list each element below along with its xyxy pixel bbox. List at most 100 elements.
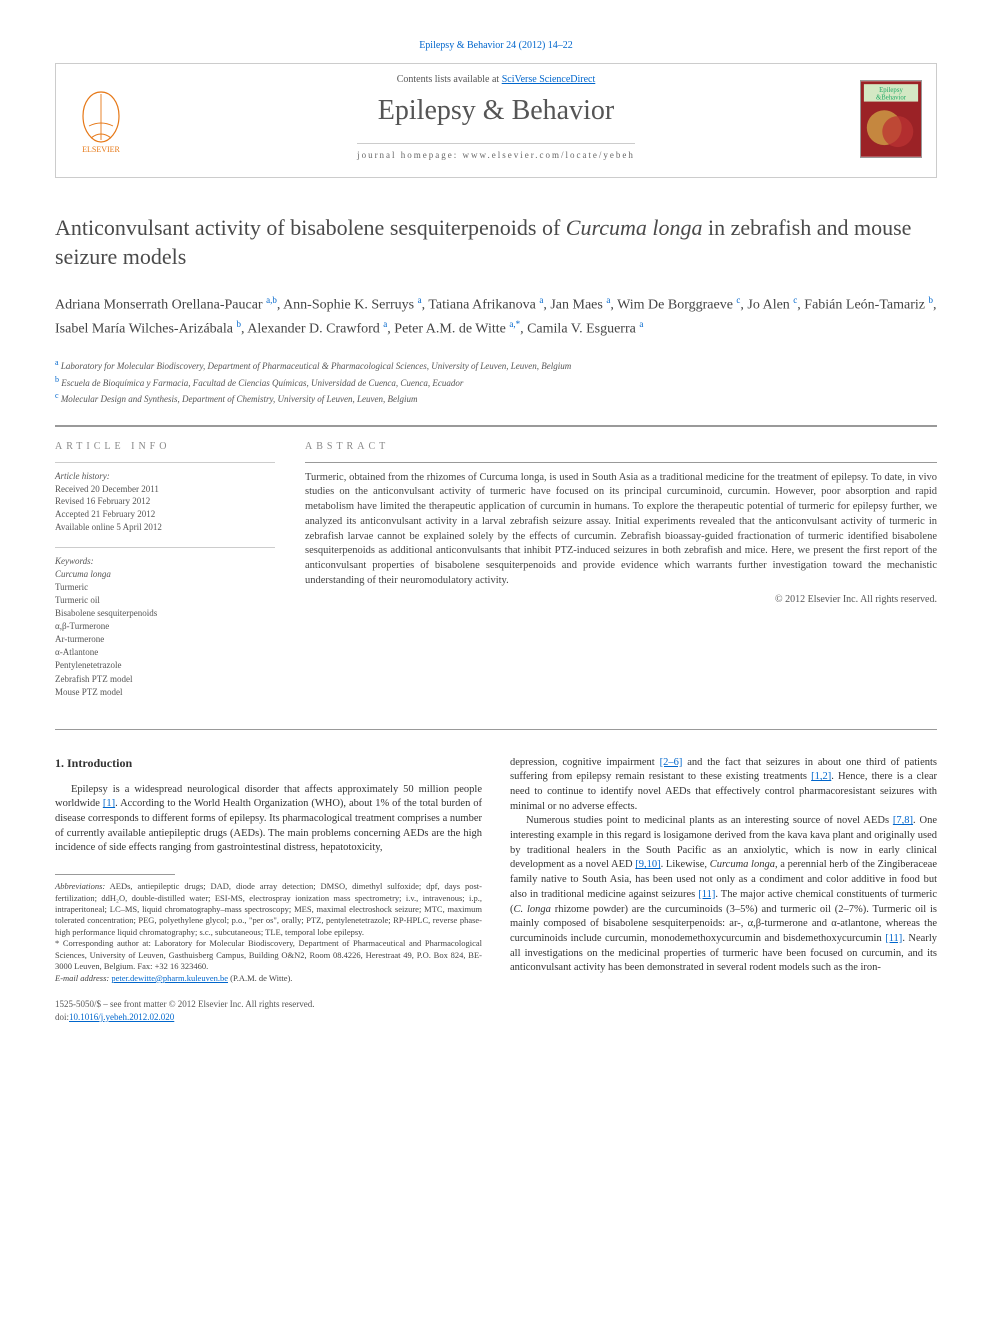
history-accepted: Accepted 21 February 2012 xyxy=(55,508,275,521)
citation-link[interactable]: [2–6] xyxy=(660,757,683,768)
right-column: depression, cognitive impairment [2–6] a… xyxy=(510,756,937,1024)
text-span: depression, cognitive impairment xyxy=(510,757,660,768)
divider xyxy=(305,462,937,463)
citation-link[interactable]: [11] xyxy=(698,889,715,900)
abbreviations-footnote: Abbreviations: AEDs, antiepileptic drugs… xyxy=(55,881,482,938)
footnote-separator xyxy=(55,874,175,875)
keyword-item: Ar-turmerone xyxy=(55,633,275,646)
email-name: (P.A.M. de Witte). xyxy=(228,973,292,983)
text-span: . According to the World Health Organiza… xyxy=(55,798,482,853)
author-name: Ann-Sophie K. Serruys xyxy=(283,298,418,313)
abstract-copyright: © 2012 Elsevier Inc. All rights reserved… xyxy=(305,594,937,605)
journal-cover-area: Epilepsy &Behavior xyxy=(846,80,936,158)
svg-text:ELSEVIER: ELSEVIER xyxy=(82,145,120,154)
publisher-logo-area: ELSEVIER xyxy=(56,84,146,154)
journal-header: ELSEVIER Contents lists available at Sci… xyxy=(55,63,937,178)
author-affiliation-ref: a xyxy=(606,295,610,305)
keywords-box: Keywords: Curcuma longaTurmericTurmeric … xyxy=(55,547,275,698)
citation-link[interactable]: [7,8] xyxy=(893,815,913,826)
citation-link[interactable]: [1,2] xyxy=(811,771,831,782)
intro-paragraph-2: depression, cognitive impairment [2–6] a… xyxy=(510,756,937,815)
contents-line: Contents lists available at SciVerse Sci… xyxy=(146,74,846,85)
journal-reference: Epilepsy & Behavior 24 (2012) 14–22 xyxy=(55,40,937,51)
doi-link[interactable]: 10.1016/j.yebeh.2012.02.020 xyxy=(69,1012,174,1022)
svg-text:Epilepsy: Epilepsy xyxy=(879,86,903,93)
history-revised: Revised 16 February 2012 xyxy=(55,495,275,508)
email-label: E-mail address: xyxy=(55,973,111,983)
author-affiliation-ref: a,b xyxy=(266,295,277,305)
keyword-item: α,β-Turmerone xyxy=(55,620,275,633)
author-name: Wim De Borggraeve xyxy=(617,298,736,313)
text-span: Numerous studies point to medicinal plan… xyxy=(526,815,893,826)
author-name: Isabel María Wilches-Arizábala xyxy=(55,322,236,337)
keyword-item: Mouse PTZ model xyxy=(55,686,275,699)
author-affiliation-ref: a xyxy=(539,295,543,305)
footer-doi: doi:10.1016/j.yebeh.2012.02.020 xyxy=(55,1011,482,1024)
article-history-box: Article history: Received 20 December 20… xyxy=(55,462,275,533)
abstract-column: ABSTRACT Turmeric, obtained from the rhi… xyxy=(305,441,937,713)
journal-title: Epilepsy & Behavior xyxy=(146,95,846,127)
homepage-line: journal homepage: www.elsevier.com/locat… xyxy=(357,143,635,160)
species-italic: C. longa xyxy=(514,904,551,915)
article-info-heading: ARTICLE INFO xyxy=(55,441,275,452)
email-footnote: E-mail address: peter.dewitte@pharm.kule… xyxy=(55,973,482,984)
keyword-item: Turmeric xyxy=(55,581,275,594)
author-affiliation-ref: c xyxy=(736,295,740,305)
elsevier-logo-icon: ELSEVIER xyxy=(71,84,131,154)
author-affiliation-ref: a xyxy=(639,319,643,329)
page-container: Epilepsy & Behavior 24 (2012) 14–22 ELSE… xyxy=(0,0,992,1063)
citation-link[interactable]: [9,10] xyxy=(635,859,660,870)
author-name: Adriana Monserrath Orellana-Paucar xyxy=(55,298,266,313)
affiliations: a Laboratory for Molecular Biodiscovery,… xyxy=(55,357,937,407)
author-affiliation-ref: c xyxy=(793,295,797,305)
abbrev-text: AEDs, antiepileptic drugs; DAD, diode ar… xyxy=(55,881,482,937)
article-info-column: ARTICLE INFO Article history: Received 2… xyxy=(55,441,275,713)
author-name: Tatiana Afrikanova xyxy=(428,298,539,313)
doi-prefix: doi: xyxy=(55,1012,69,1022)
citation-link[interactable]: [1] xyxy=(103,798,115,809)
author-list: Adriana Monserrath Orellana-Paucar a,b, … xyxy=(55,293,937,341)
footer-copyright: 1525-5050/$ – see front matter © 2012 El… xyxy=(55,998,482,1011)
affiliation-line: a Laboratory for Molecular Biodiscovery,… xyxy=(55,357,937,374)
header-center: Contents lists available at SciVerse Sci… xyxy=(146,74,846,163)
author-name: Peter A.M. de Witte xyxy=(394,322,509,337)
author-affiliation-ref: a xyxy=(383,319,387,329)
author-name: Camila V. Esguerra xyxy=(527,322,639,337)
text-span: . Likewise, xyxy=(661,859,710,870)
history-received: Received 20 December 2011 xyxy=(55,483,275,496)
left-column: 1. Introduction Epilepsy is a widespread… xyxy=(55,756,482,1024)
keyword-item: Bisabolene sesquiterpenoids xyxy=(55,607,275,620)
journal-cover-icon: Epilepsy &Behavior xyxy=(860,80,922,158)
svg-text:&Behavior: &Behavior xyxy=(876,94,907,101)
contents-prefix: Contents lists available at xyxy=(397,74,502,85)
intro-paragraph-1: Epilepsy is a widespread neurological di… xyxy=(55,783,482,856)
keywords-label: Keywords: xyxy=(55,556,275,566)
keywords-list: Curcuma longaTurmericTurmeric oilBisabol… xyxy=(55,568,275,698)
author-name: Alexander D. Crawford xyxy=(247,322,383,337)
keyword-item: Turmeric oil xyxy=(55,594,275,607)
intro-paragraph-3: Numerous studies point to medicinal plan… xyxy=(510,814,937,976)
author-affiliation-ref: b xyxy=(236,319,241,329)
email-link[interactable]: peter.dewitte@pharm.kuleuven.be xyxy=(111,973,228,983)
abstract-text: Turmeric, obtained from the rhizomes of … xyxy=(305,471,937,589)
homepage-url: www.elsevier.com/locate/yebeh xyxy=(463,150,635,160)
corresponding-author-footnote: * Corresponding author at: Laboratory fo… xyxy=(55,938,482,972)
author-name: Jan Maes xyxy=(550,298,606,313)
author-affiliation-ref: a xyxy=(418,295,422,305)
title-italic-species: Curcuma longa xyxy=(566,215,703,240)
article-title: Anticonvulsant activity of bisabolene se… xyxy=(55,214,937,271)
keyword-item: Zebrafish PTZ model xyxy=(55,673,275,686)
author-affiliation-ref: a,* xyxy=(509,319,520,329)
affiliation-line: b Escuela de Bioquímica y Farmacia, Facu… xyxy=(55,374,937,391)
citation-link[interactable]: [11] xyxy=(885,933,902,944)
corr-label: * Corresponding author at: xyxy=(55,938,151,948)
title-part1: Anticonvulsant activity of bisabolene se… xyxy=(55,215,566,240)
author-affiliation-ref: b xyxy=(929,295,934,305)
author-name: Jo Alen xyxy=(747,298,793,313)
intro-heading: 1. Introduction xyxy=(55,756,482,771)
page-footer: 1525-5050/$ – see front matter © 2012 El… xyxy=(55,998,482,1023)
sciencedirect-link[interactable]: SciVerse ScienceDirect xyxy=(502,74,596,85)
affiliation-line: c Molecular Design and Synthesis, Depart… xyxy=(55,390,937,407)
abbrev-label: Abbreviations: xyxy=(55,881,105,891)
species-italic: Curcuma longa xyxy=(710,859,775,870)
